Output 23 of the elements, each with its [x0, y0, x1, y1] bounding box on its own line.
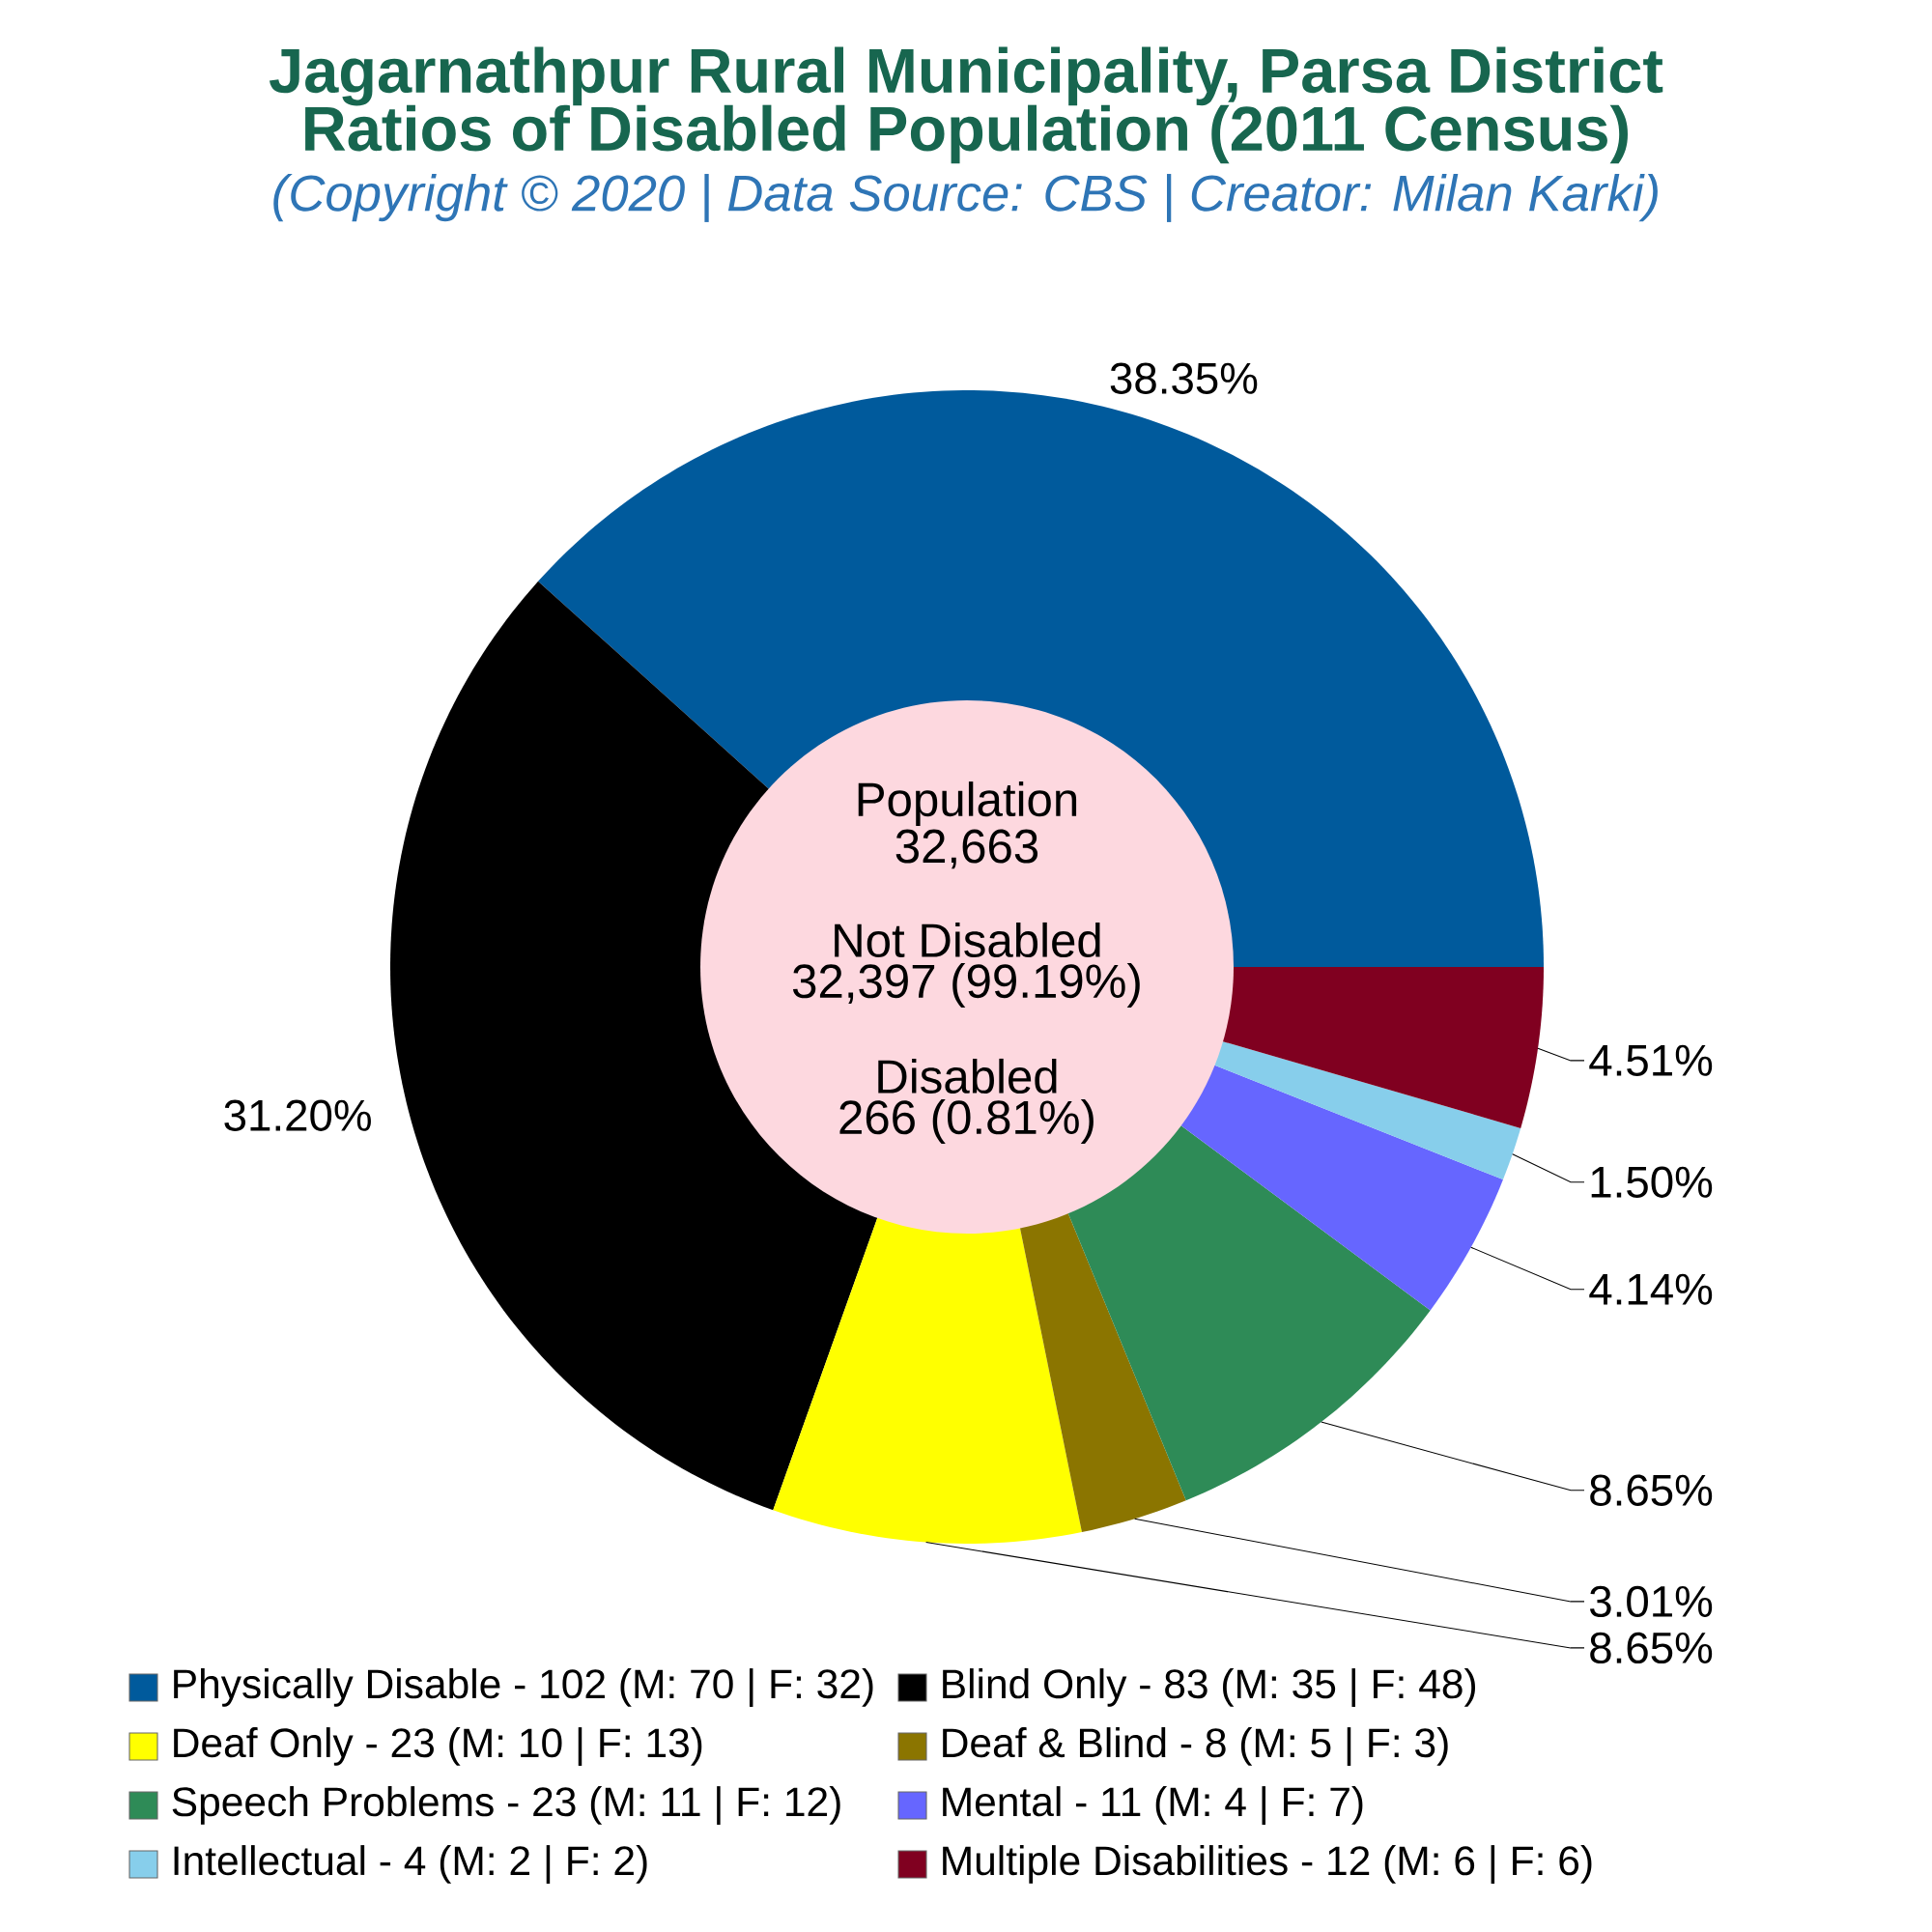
data-label: 8.65%: [1590, 1474, 1713, 1506]
data-label: 1.50%: [1591, 1166, 1713, 1198]
text: Population: [858, 781, 1077, 826]
text: 32,397 (99.19%): [792, 963, 1140, 1008]
legend-label: Blind Only - 83 (M: 35 | F: 48): [943, 1668, 1475, 1707]
data-label: 38.35%: [1110, 362, 1258, 394]
data-label: 4.14%: [1589, 1273, 1713, 1305]
data-label: 8.65%: [1590, 1632, 1713, 1664]
text: (Copyright © 2020 | Data Source: CBS | Creator: Milan Karki): [273, 174, 1658, 222]
data-label: 31.20%: [224, 1099, 371, 1131]
data-label: 3.01%: [1590, 1585, 1713, 1618]
legend-label: Deaf & Blind - 8 (M: 5 | F: 3): [943, 1727, 1448, 1766]
legend-label: Physically Disable - 102 (M: 70 | F: 32): [174, 1668, 873, 1707]
legend-label: Mental - 11 (M: 4 | F: 7): [943, 1786, 1363, 1825]
legend-label: Deaf Only - 23 (M: 10 | F: 13): [174, 1727, 702, 1766]
text: 32,663: [895, 829, 1038, 869]
legend-label: Intellectual - 4 (M: 2 | F: 2): [174, 1845, 647, 1884]
text: 266 (0.81%): [839, 1099, 1094, 1144]
legend-label: Multiple Disabilities - 12 (M: 6 | F: 6): [943, 1845, 1592, 1884]
legend-label: Speech Problems - 23 (M: 11 | F: 12): [172, 1786, 840, 1825]
data-label: 4.51%: [1589, 1044, 1713, 1076]
text: Not Disabled: [835, 922, 1100, 958]
text: Disabled: [878, 1058, 1057, 1094]
